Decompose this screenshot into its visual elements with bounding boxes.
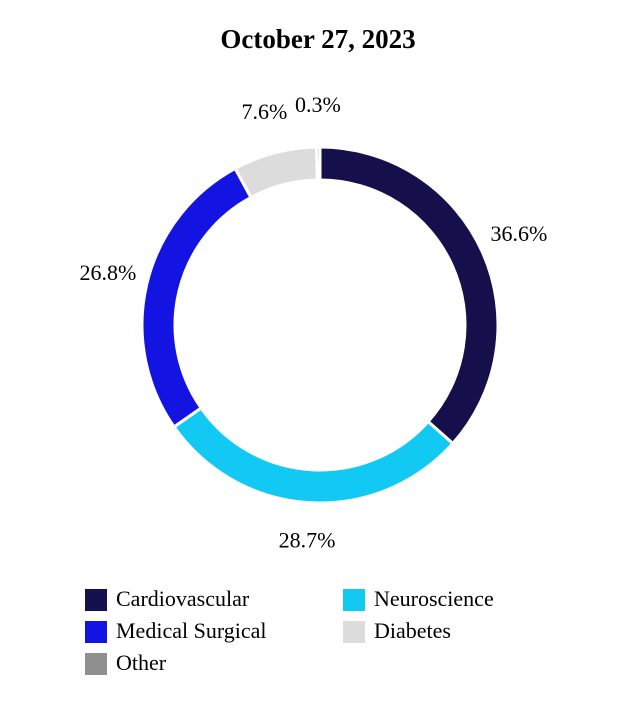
legend-label: Diabetes <box>374 618 451 643</box>
donut-slice <box>140 166 253 429</box>
data-label: 36.6% <box>491 221 548 246</box>
chart-title: October 27, 2023 <box>220 24 415 54</box>
legend-label: Other <box>116 650 167 675</box>
data-label: 0.3% <box>295 92 341 117</box>
donut-slice <box>318 145 500 446</box>
donut-slice <box>315 145 322 182</box>
legend-swatch <box>343 589 365 611</box>
legend-swatch <box>85 653 107 675</box>
legend-label: Medical Surgical <box>116 618 267 643</box>
legend-swatch <box>85 589 107 611</box>
donut-slice <box>171 405 455 505</box>
data-label: 28.7% <box>279 528 336 553</box>
data-label: 26.8% <box>79 260 136 285</box>
donut-slice <box>233 145 319 200</box>
legend-label: Neuroscience <box>374 586 494 611</box>
legend-label: Cardiovascular <box>116 586 250 611</box>
legend-swatch <box>343 621 365 643</box>
legend-swatch <box>85 621 107 643</box>
data-label: 7.6% <box>242 99 288 124</box>
